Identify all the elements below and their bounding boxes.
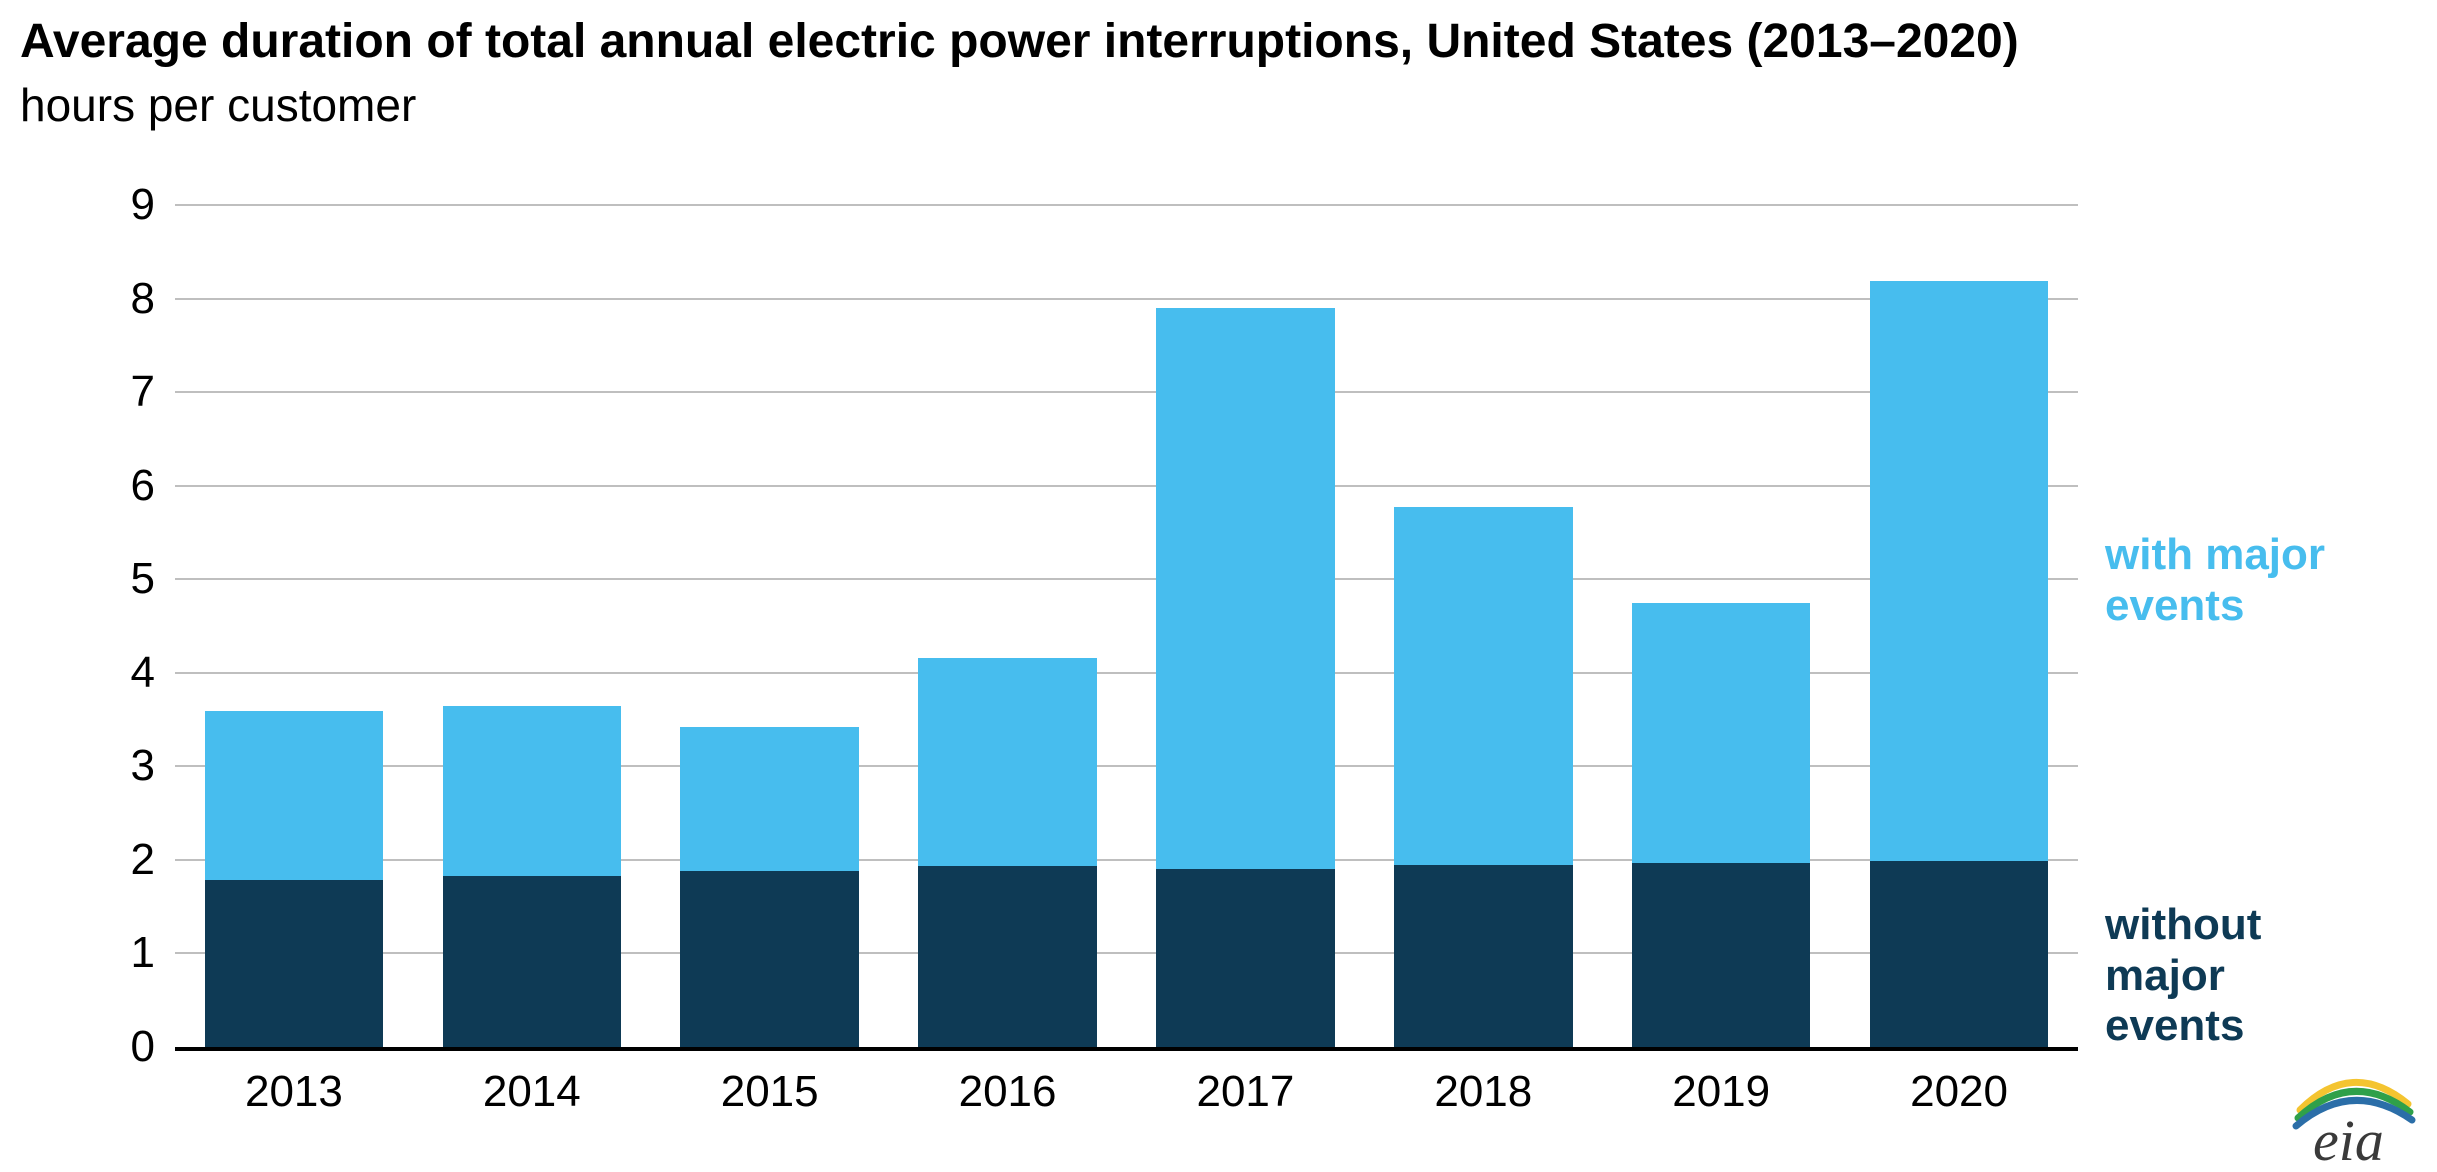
chart-subtitle: hours per customer: [20, 78, 416, 132]
y-tick-label: 1: [95, 928, 155, 978]
y-tick-label: 9: [95, 180, 155, 230]
bar-group: [1394, 507, 1572, 1047]
y-tick-label: 0: [95, 1022, 155, 1072]
bar-group: [443, 706, 621, 1047]
eia-logo: eia: [2280, 1070, 2425, 1165]
bar-segment-without-major: [1632, 863, 1810, 1047]
gridline: [175, 485, 2078, 487]
bar-group: [680, 727, 858, 1047]
y-tick-label: 3: [95, 741, 155, 791]
gridline: [175, 578, 2078, 580]
x-tick-label: 2015: [721, 1067, 819, 1117]
bar-segment-without-major: [1156, 869, 1334, 1047]
bar-segment-without-major: [680, 871, 858, 1047]
bar-segment-with-major: [1632, 603, 1810, 863]
x-tick-label: 2020: [1910, 1067, 2008, 1117]
x-tick-label: 2017: [1196, 1067, 1294, 1117]
bar-segment-with-major: [918, 658, 1096, 866]
bar-segment-with-major: [443, 706, 621, 876]
bar-group: [1632, 603, 1810, 1047]
plot-area: [175, 205, 2078, 1047]
chart-container: Average duration of total annual electri…: [0, 0, 2437, 1172]
bar-segment-with-major: [680, 727, 858, 871]
gridline: [175, 204, 2078, 206]
x-tick-label: 2014: [483, 1067, 581, 1117]
x-axis-line: [175, 1047, 2078, 1051]
x-tick-label: 2018: [1434, 1067, 1532, 1117]
bar-segment-with-major: [1394, 507, 1572, 864]
x-tick-label: 2013: [245, 1067, 343, 1117]
bar-segment-with-major: [205, 711, 383, 880]
bar-segment-with-major: [1870, 281, 2048, 861]
bar-segment-without-major: [1394, 865, 1572, 1047]
y-tick-label: 4: [95, 648, 155, 698]
x-tick-label: 2019: [1672, 1067, 1770, 1117]
x-tick-label: 2016: [959, 1067, 1057, 1117]
legend-with-major-events: with majorevents: [2105, 530, 2325, 631]
bar-segment-without-major: [205, 880, 383, 1047]
bar-segment-without-major: [918, 866, 1096, 1047]
bar-group: [1156, 308, 1334, 1047]
bar-group: [205, 711, 383, 1047]
bar-group: [918, 658, 1096, 1047]
y-tick-label: 2: [95, 835, 155, 885]
bar-segment-without-major: [1870, 861, 2048, 1047]
chart-title: Average duration of total annual electri…: [20, 14, 2019, 69]
gridline: [175, 298, 2078, 300]
y-tick-label: 6: [95, 461, 155, 511]
bar-segment-without-major: [443, 876, 621, 1047]
y-tick-label: 8: [95, 274, 155, 324]
svg-text:eia: eia: [2313, 1108, 2384, 1165]
y-tick-label: 5: [95, 554, 155, 604]
legend-without-major-events: withoutmajorevents: [2105, 900, 2261, 1052]
bar-segment-with-major: [1156, 308, 1334, 869]
bar-group: [1870, 281, 2048, 1047]
y-tick-label: 7: [95, 367, 155, 417]
gridline: [175, 391, 2078, 393]
